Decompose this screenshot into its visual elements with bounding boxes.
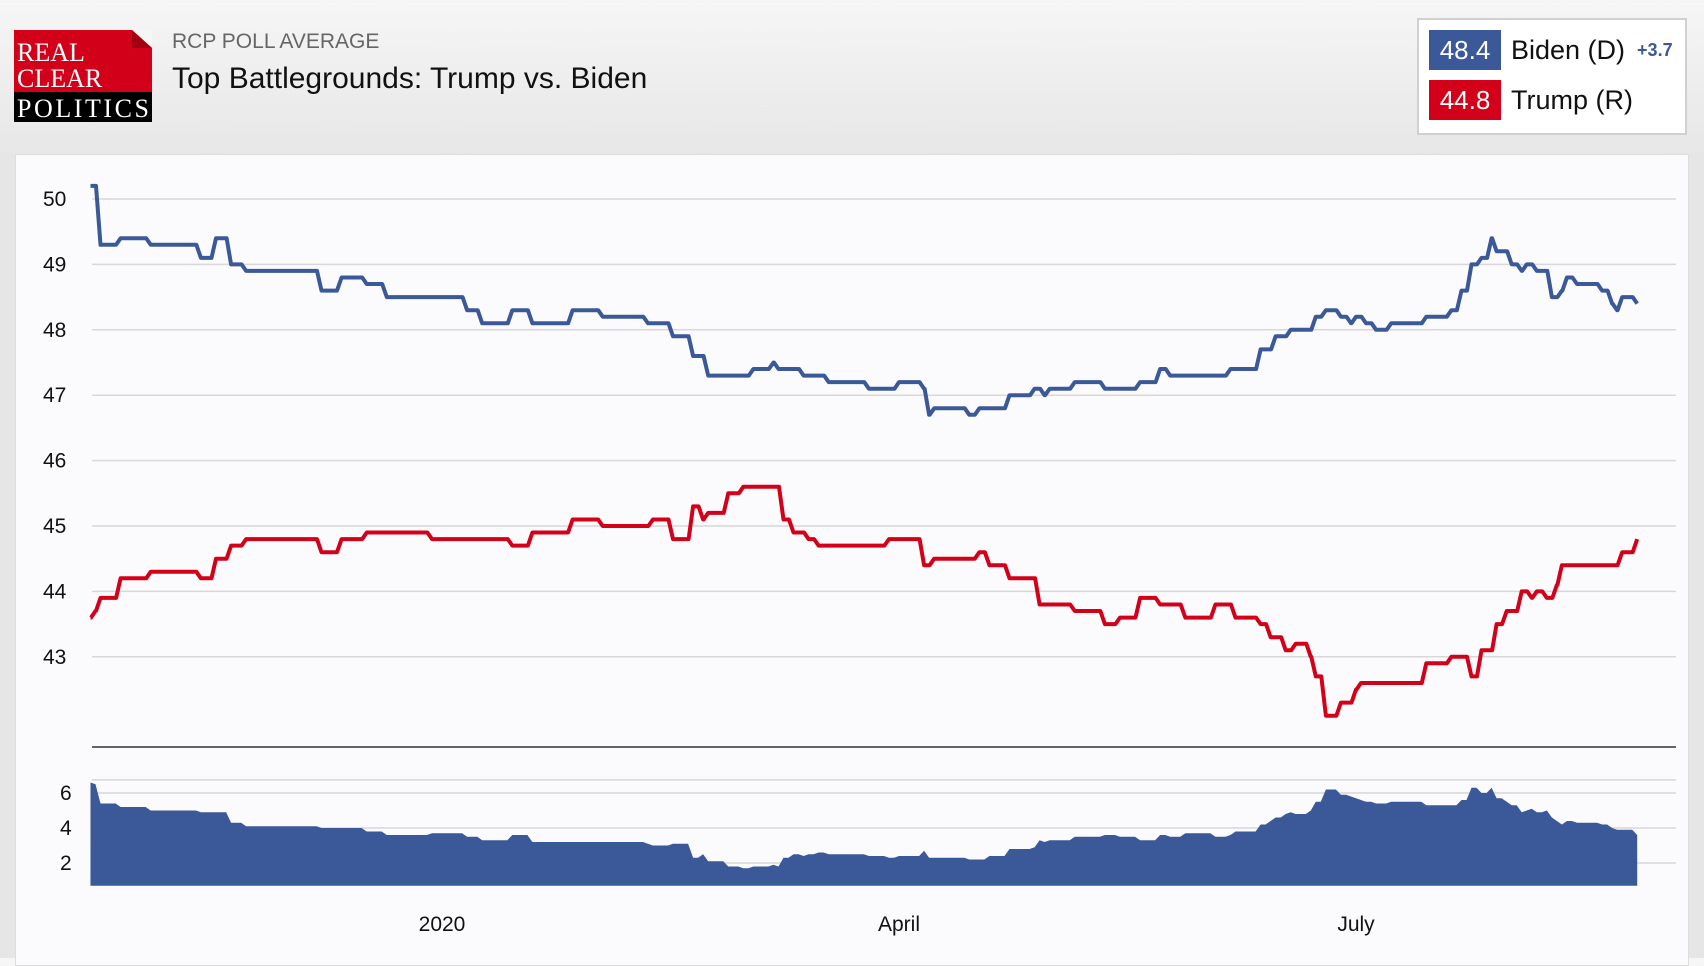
series-biden <box>90 183 1639 417</box>
x-tick-label: July <box>1337 913 1375 936</box>
svg-text:REAL: REAL <box>17 38 85 67</box>
svg-text:CLEAR: CLEAR <box>17 64 103 93</box>
y-tick-label: 43 <box>43 646 66 669</box>
biden-label: Biden (D) <box>1511 34 1626 65</box>
biden-value: 48.4 <box>1429 30 1501 70</box>
y-tick-label: 46 <box>43 450 66 473</box>
spread-y-tick-label: 2 <box>60 852 72 875</box>
y-tick-label: 49 <box>43 253 66 276</box>
y-tick-label: 48 <box>43 319 66 342</box>
spread-y-tick-label: 4 <box>60 817 72 840</box>
chart-title: Top Battlegrounds: Trump vs. Biden <box>172 62 648 95</box>
spread-y-tick-label: 6 <box>60 782 72 805</box>
y-tick-label: 50 <box>43 188 66 211</box>
y-tick-label: 44 <box>43 580 67 603</box>
y-tick-label: 45 <box>43 515 66 538</box>
spread-value: +3.7 <box>1637 39 1673 60</box>
legend-item-trump: 44.8 Trump (R) <box>1429 80 1633 120</box>
series-line <box>90 183 1639 417</box>
series-line <box>89 484 1640 718</box>
y-tick-label: 47 <box>43 384 66 407</box>
series-trump <box>89 484 1640 718</box>
spread-area <box>90 782 1638 886</box>
trump-value: 44.8 <box>1429 80 1501 120</box>
trump-label: Trump (R) <box>1511 84 1633 115</box>
x-tick-label: April <box>878 913 920 936</box>
rcp-logo: REAL CLEAR POLITICS <box>14 30 152 122</box>
legend: 48.4 Biden (D) +3.7 44.8 Trump (R) <box>1417 18 1687 135</box>
x-tick-label: 2020 <box>419 913 466 936</box>
chart-subtitle: RCP POLL AVERAGE <box>172 30 380 53</box>
legend-item-biden: 48.4 Biden (D) +3.7 <box>1429 30 1673 70</box>
